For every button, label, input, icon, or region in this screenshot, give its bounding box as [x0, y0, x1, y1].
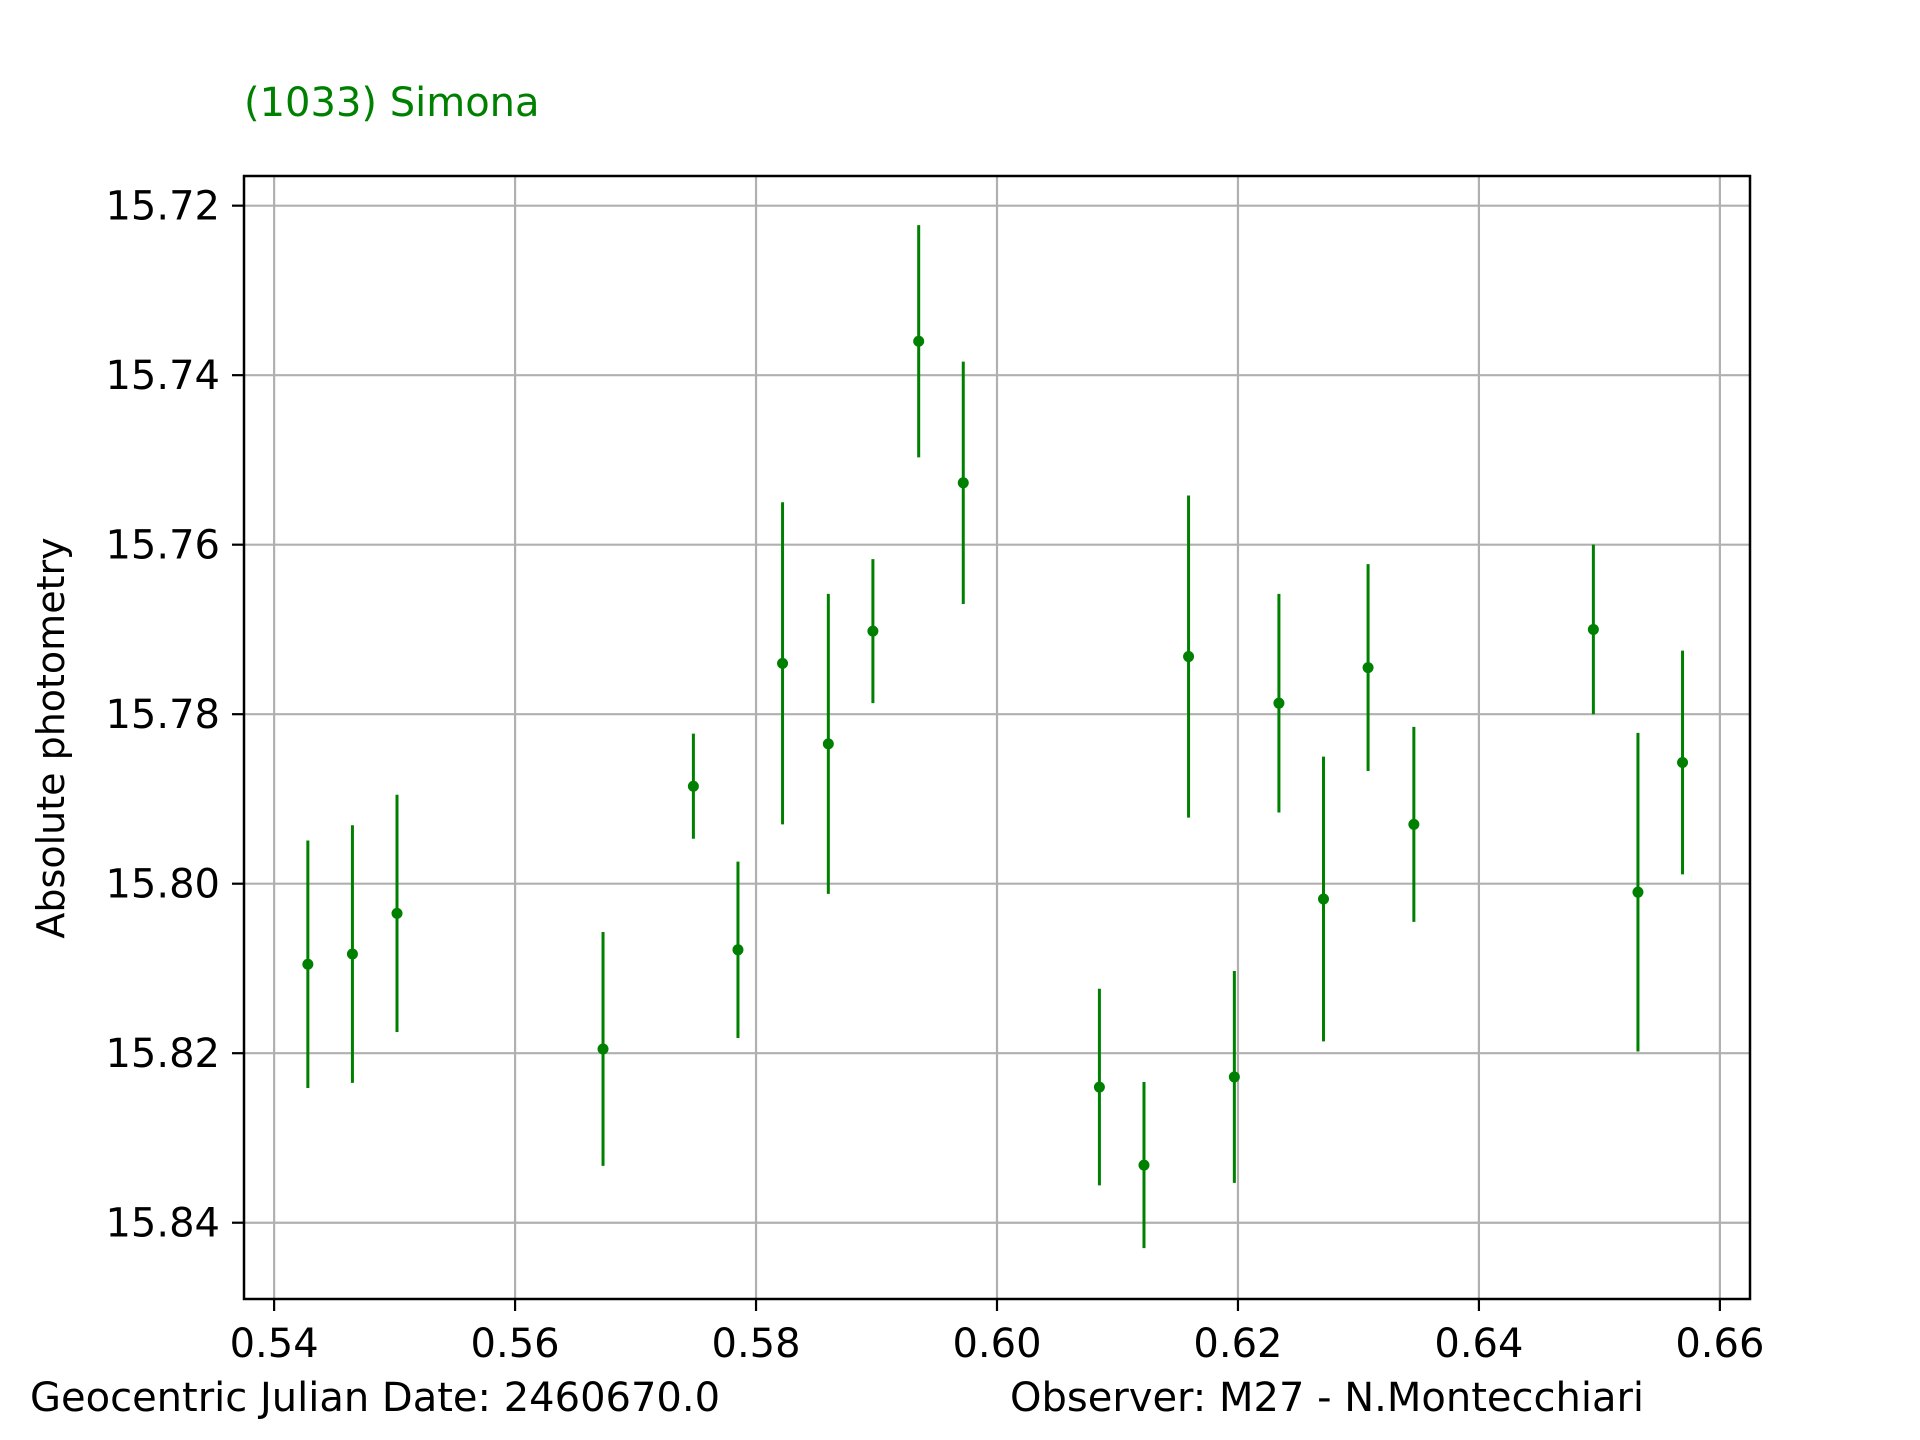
x-tick-label: 0.62 [1193, 1321, 1282, 1367]
y-axis-label: Absolute photometry [29, 537, 73, 938]
data-point [1138, 1159, 1150, 1171]
data-point [957, 477, 969, 489]
data-point [1093, 1081, 1105, 1093]
x-tick-label: 0.64 [1434, 1321, 1523, 1367]
data-point [687, 780, 699, 792]
data-point [1587, 623, 1599, 635]
x-tick-label: 0.66 [1675, 1321, 1764, 1367]
y-tick-label: 15.74 [105, 353, 220, 399]
y-axis: 15.72 15.74 15.76 15.78 15.80 15.82 15.84 [105, 184, 244, 1247]
data-point [777, 657, 789, 669]
data-point [1318, 893, 1330, 905]
data-point [913, 335, 925, 347]
data-point [597, 1043, 609, 1055]
grid-lines [244, 176, 1750, 1299]
x-tick-label: 0.60 [952, 1321, 1041, 1367]
x-tick-label: 0.58 [712, 1321, 801, 1367]
data-point [346, 948, 358, 960]
chart-title: (1033) Simona [244, 80, 540, 126]
y-tick-label: 15.78 [105, 692, 220, 738]
data-point [822, 738, 834, 750]
data-point [302, 958, 314, 970]
data-point [1273, 697, 1285, 709]
y-tick-label: 15.84 [105, 1201, 220, 1247]
data-point [1362, 662, 1374, 674]
footer-julian-date: Geocentric Julian Date: 2460670.0 [30, 1375, 720, 1421]
y-tick-label: 15.80 [105, 862, 220, 908]
data-point [1183, 651, 1195, 663]
x-tick-label: 0.56 [471, 1321, 560, 1367]
x-axis: 0.54 0.56 0.58 0.60 0.62 0.64 0.66 [230, 1299, 1764, 1367]
y-tick-label: 15.72 [105, 184, 220, 230]
footer-observer: Observer: M27 - N.Montecchiari [1010, 1375, 1644, 1421]
y-tick-label: 15.76 [105, 523, 220, 569]
data-points [302, 335, 1689, 1171]
data-point [1408, 818, 1420, 830]
data-point [1677, 757, 1689, 769]
x-tick-label: 0.54 [230, 1321, 319, 1367]
data-point [732, 944, 744, 956]
data-point [1632, 886, 1644, 898]
data-point [391, 907, 403, 919]
data-point [867, 625, 879, 637]
y-tick-label: 15.82 [105, 1031, 220, 1077]
data-point [1228, 1071, 1240, 1083]
